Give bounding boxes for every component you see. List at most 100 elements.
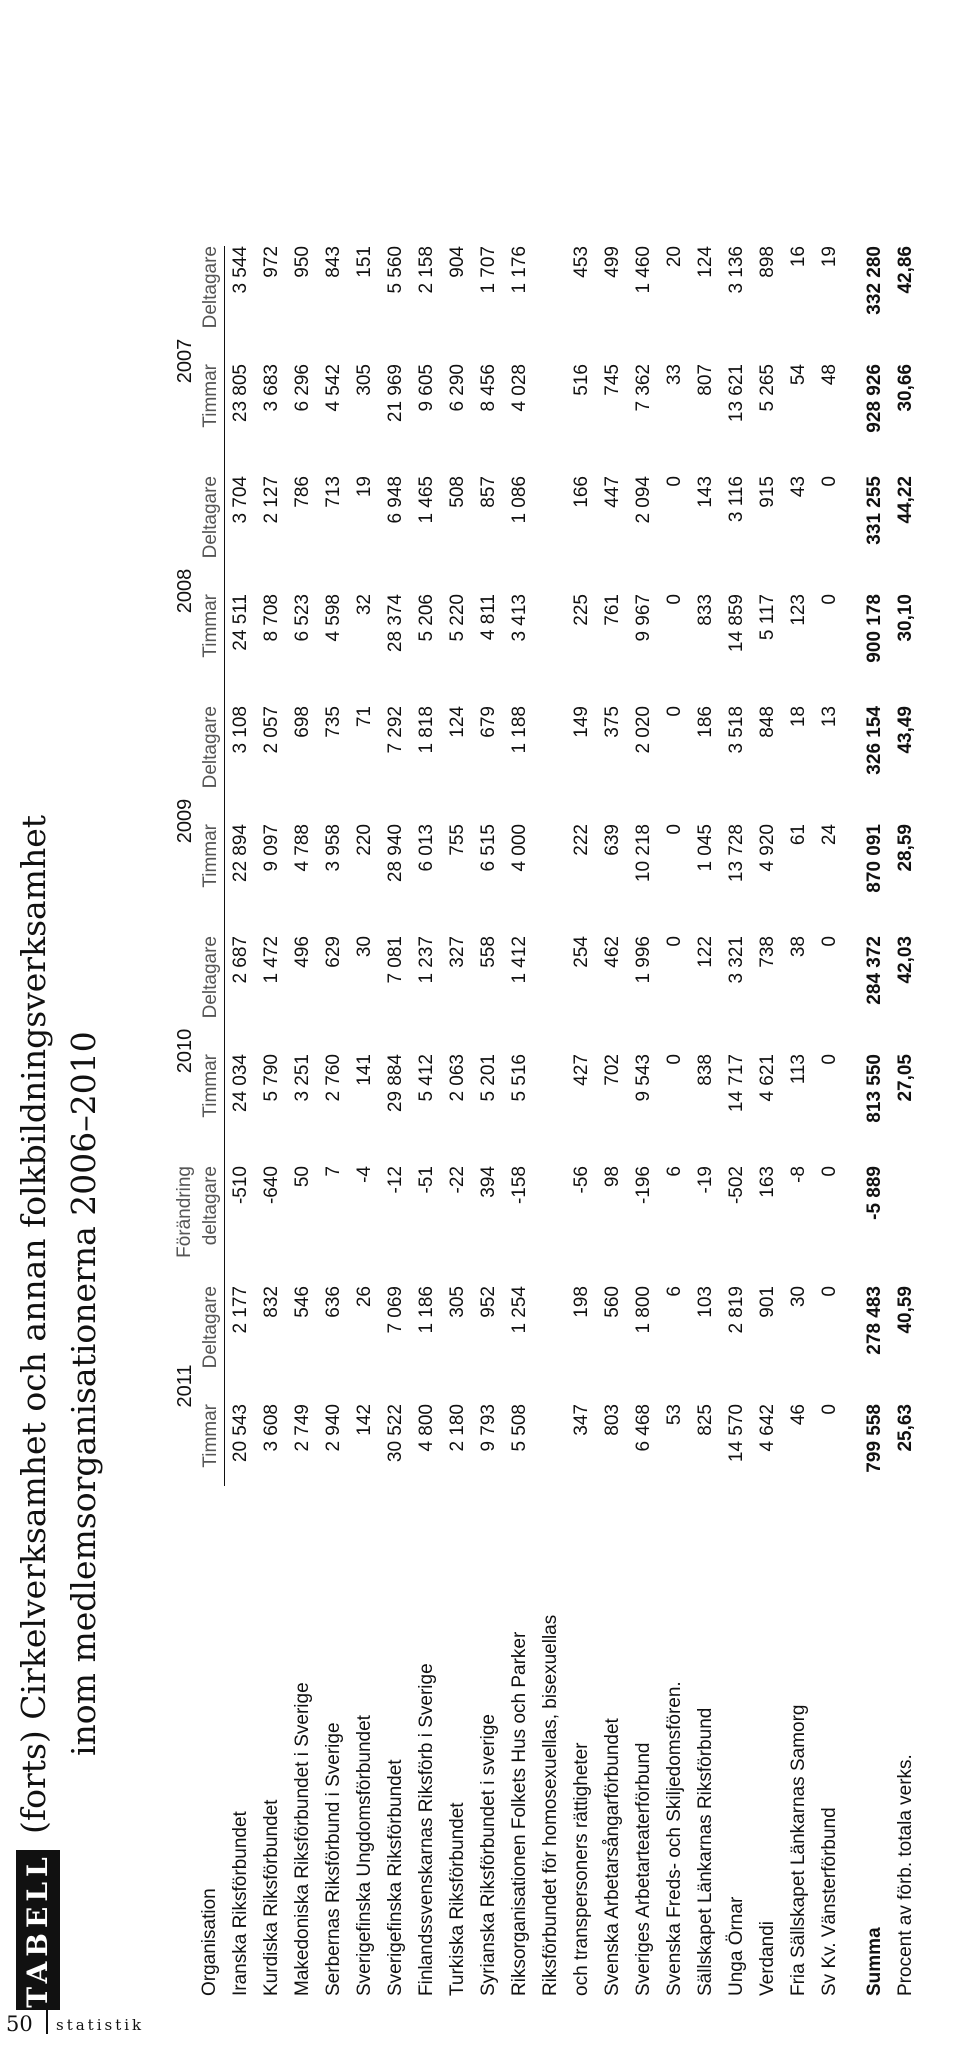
- table-cell: 71: [354, 706, 375, 728]
- table-cell: 9 793: [478, 1404, 499, 1452]
- organisation-header: Organisation: [198, 1888, 220, 1996]
- table-cell: 453: [571, 246, 592, 278]
- year-header: 2010: [174, 1028, 196, 1074]
- year-header: 2008: [174, 568, 196, 614]
- table-cell: 225: [571, 594, 592, 626]
- organisation-name: Sverigefinska Riksförbundet: [385, 1759, 406, 1996]
- organisation-name: Kurdiska Riksförbundet: [261, 1799, 282, 1996]
- table-cell: 803: [602, 1404, 623, 1436]
- table-cell: 508: [447, 476, 468, 508]
- table-cell: 30: [354, 936, 375, 958]
- table-cell: 3 958: [323, 824, 344, 872]
- table-cell: 698: [292, 706, 313, 738]
- table-cell: 7 081: [385, 936, 406, 984]
- table-cell: 149: [571, 706, 592, 738]
- table-row: Sverigefinska Ungdomsförbundet 142 26 -4 141…: [349, 246, 380, 1996]
- table-cell: 950: [292, 246, 313, 278]
- table-cell: 28 940: [385, 824, 406, 883]
- table-title: (forts) Cirkelverksamhet och annan folkb…: [14, 814, 53, 1834]
- table-cell: [890, 1166, 921, 1286]
- table-cell: 254: [571, 936, 592, 968]
- table-cell: 738: [757, 936, 778, 968]
- table-row: Makedoniska Riksförbundet i Sverige 2 749…: [287, 246, 318, 1996]
- table-cell: 5 560: [385, 246, 406, 294]
- table-cell: 305: [447, 1286, 468, 1318]
- table-cell: 639: [602, 824, 623, 856]
- table-cell: 122: [695, 936, 716, 968]
- table-cell: 375: [602, 706, 623, 738]
- table-cell: 4 642: [757, 1404, 778, 1452]
- table-body: Iranska Riksförbundet 20 543 2 177 -510 24 0…: [225, 246, 922, 1996]
- table-cell: 3 704: [230, 476, 251, 524]
- table-cell: 4 621: [757, 1054, 778, 1102]
- table-row: och transpersoners rättigheter 347 198 -56 4…: [566, 246, 597, 1996]
- table-cell: 1 818: [416, 706, 437, 754]
- table-cell: 44,22: [895, 476, 916, 524]
- table-cell: 43,49: [895, 706, 916, 754]
- table-cell: 2 057: [261, 706, 282, 754]
- table-cell: 761: [602, 594, 623, 626]
- table-cell: 198: [571, 1286, 592, 1318]
- table-cell: 13 621: [726, 364, 747, 423]
- table-cell: 166: [571, 476, 592, 508]
- table-cell: [535, 364, 566, 476]
- table-row: Sällskapet Länkarnas Riksförbund 825 103 -1…: [690, 246, 721, 1996]
- table-cell: [535, 936, 566, 1054]
- table-cell: 20: [664, 246, 685, 268]
- table-cell: 220: [354, 824, 375, 856]
- table-cell: 14 717: [726, 1054, 747, 1113]
- table-row: Sveriges Arbetarteaterförbund 6 468 1 800 -…: [628, 246, 659, 1996]
- year-header: 2007: [174, 338, 196, 384]
- table-cell: 0: [819, 1404, 840, 1415]
- table-cell: 4 598: [323, 594, 344, 642]
- table-row: Unga Örnar 14 570 2 819 -502 14 717 3 321 13 7…: [721, 246, 752, 1996]
- table-cell: 13 728: [726, 824, 747, 883]
- table-cell: 1 176: [509, 246, 530, 294]
- organisation-name: Unga Örnar: [726, 1896, 747, 1996]
- table-cell: 900 178: [864, 594, 885, 663]
- organisation-name: Sv Kv. Vänsterförbund: [819, 1807, 840, 1996]
- organisation-name: och transpersoners rättigheter: [571, 1742, 592, 1996]
- table-cell: 2 760: [323, 1054, 344, 1102]
- table-cell: 103: [695, 1286, 716, 1318]
- table-cell: 3 413: [509, 594, 530, 642]
- participants-header: Deltagare: [198, 246, 225, 364]
- table-cell: 10 218: [633, 824, 654, 883]
- table-cell: 1 707: [478, 246, 499, 294]
- table-row: Sverigefinska Riksförbundet 30 522 7 069 -1…: [380, 246, 411, 1996]
- organisation-name: Serbernas Riksförbund i Sverige: [323, 1722, 344, 1996]
- table-cell: 915: [757, 476, 778, 508]
- table-cell: 3 518: [726, 706, 747, 754]
- table-row: Fria Sällskapet Länkarnas Samorg 46 30 -8 11…: [783, 246, 814, 1996]
- participants-header: Deltagare: [198, 936, 225, 1054]
- table-cell: 13: [819, 706, 840, 728]
- table-cell: 928 926: [864, 364, 885, 433]
- table-cell: 952: [478, 1286, 499, 1318]
- table-row: Riksförbundet för homosexuellas, bisexue…: [535, 246, 566, 1996]
- table-cell: 23 805: [230, 364, 251, 423]
- table-cell: 0: [664, 594, 685, 605]
- table-cell: 124: [447, 706, 468, 738]
- table-cell: 30: [788, 1286, 809, 1308]
- participants-header: Deltagare: [198, 476, 225, 594]
- change-header: Förändring: [174, 1166, 195, 1258]
- table-cell: 447: [602, 476, 623, 508]
- table-cell: 46: [788, 1404, 809, 1426]
- table-cell: 6 948: [385, 476, 406, 524]
- table-cell: 972: [261, 246, 282, 278]
- table-cell: 825: [695, 1404, 716, 1436]
- table-cell: 4 800: [416, 1404, 437, 1452]
- table-cell: 5 206: [416, 594, 437, 642]
- table-cell: 5 508: [509, 1404, 530, 1452]
- table-cell: 833: [695, 594, 716, 626]
- table-cell: 904: [447, 246, 468, 278]
- table-cell: 6 296: [292, 364, 313, 412]
- table-cell: [535, 1286, 566, 1404]
- table-cell: 901: [757, 1286, 778, 1318]
- table-cell: 2 749: [292, 1404, 313, 1452]
- year-header: 2009: [174, 798, 196, 844]
- table-cell: 4 811: [478, 594, 499, 641]
- table-cell: 3 116: [726, 476, 747, 523]
- table-cell: 0: [664, 706, 685, 717]
